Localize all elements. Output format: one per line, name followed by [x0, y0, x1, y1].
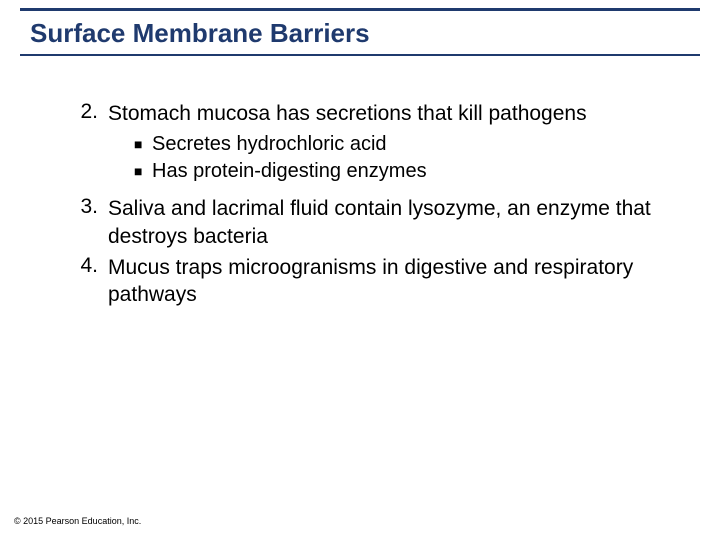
- square-bullet-icon: ■: [134, 131, 152, 154]
- sub-list-text: Has protein-digesting enzymes: [152, 158, 427, 185]
- list-item: 4. Mucus traps microogranisms in digesti…: [78, 254, 700, 309]
- slide-title: Surface Membrane Barriers: [30, 18, 370, 49]
- header-rule-bottom: [20, 54, 700, 56]
- sub-list-item: ■ Has protein-digesting enzymes: [134, 158, 700, 185]
- square-bullet-icon: ■: [134, 158, 152, 181]
- copyright-text: © 2015 Pearson Education, Inc.: [14, 516, 141, 526]
- list-number: 2.: [78, 100, 108, 124]
- list-number: 4.: [78, 254, 108, 278]
- list-text: Mucus traps microogranisms in digestive …: [108, 254, 700, 309]
- list-number: 3.: [78, 195, 108, 219]
- list-item: 3. Saliva and lacrimal fluid contain lys…: [78, 195, 700, 250]
- sub-list-text: Secretes hydrochloric acid: [152, 131, 387, 158]
- sub-list-item: ■ Secretes hydrochloric acid: [134, 131, 700, 158]
- list-item: 2. Stomach mucosa has secretions that ki…: [78, 100, 700, 127]
- slide-body: 2. Stomach mucosa has secretions that ki…: [78, 100, 700, 312]
- header-rule-top: [20, 8, 700, 11]
- list-text: Saliva and lacrimal fluid contain lysozy…: [108, 195, 700, 250]
- list-text: Stomach mucosa has secretions that kill …: [108, 100, 700, 127]
- sub-list: ■ Secretes hydrochloric acid ■ Has prote…: [134, 131, 700, 185]
